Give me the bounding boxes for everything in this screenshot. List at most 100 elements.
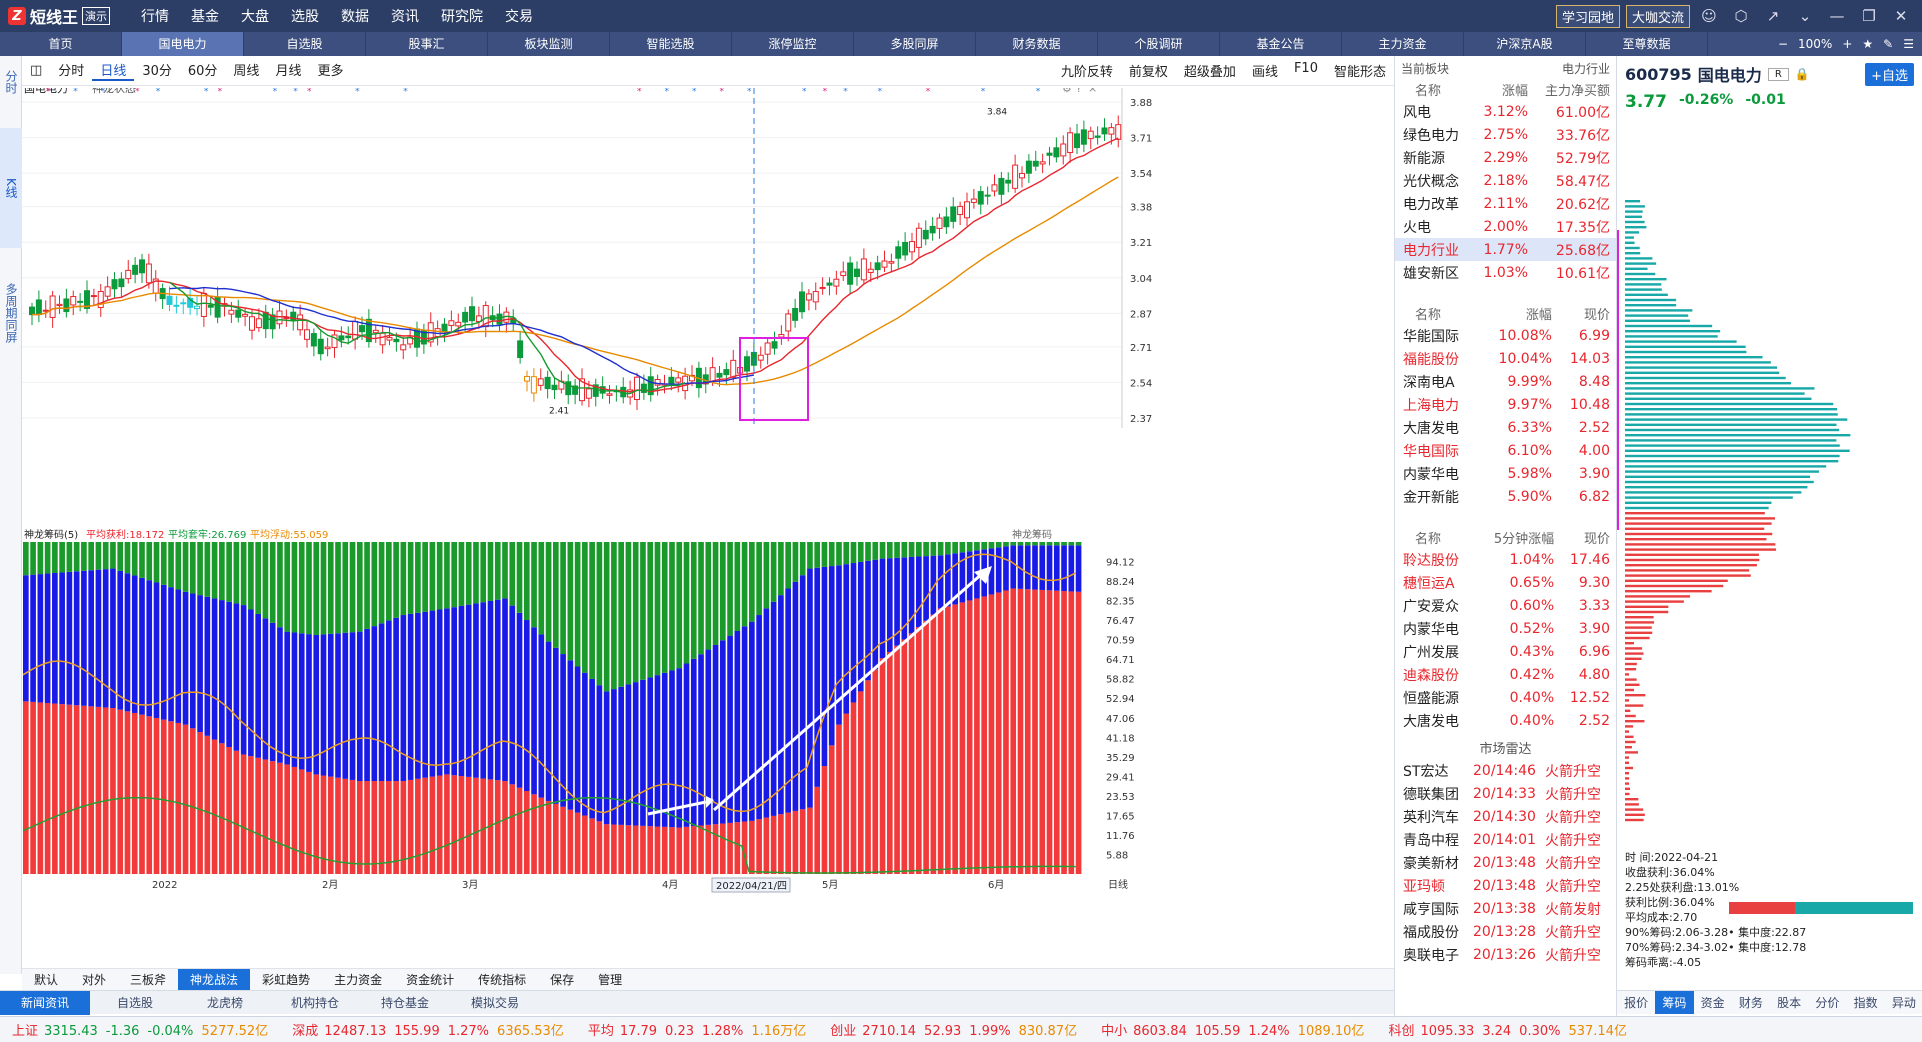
radar-row[interactable]: 豪美新材 20/13:48 火箭升空 (1395, 851, 1616, 874)
chart-tool-2[interactable]: 超级叠加 (1176, 61, 1244, 80)
minimize-icon[interactable]: — (1824, 7, 1850, 25)
nav-tab-13[interactable]: 至尊数据 (1586, 32, 1708, 56)
indicator-tab-2[interactable]: 三板斧 (118, 969, 178, 990)
menu-item-0[interactable]: 行情 (130, 6, 180, 26)
table-row[interactable]: 迪森股份 0.42% 4.80 (1395, 663, 1616, 686)
menu-icon[interactable]: ☰ (1903, 37, 1914, 51)
nav-tab-7[interactable]: 多股同屏 (854, 32, 976, 56)
star-icon[interactable]: ★ (1862, 37, 1873, 51)
close-icon[interactable]: × (1088, 88, 1097, 95)
user-icon[interactable]: ☺ (1696, 7, 1722, 25)
news-tab-2[interactable]: 龙虎榜 (180, 994, 270, 1011)
table-row[interactable]: 广安爱众 0.60% 3.33 (1395, 594, 1616, 617)
chip-indicator-chart[interactable]: 神龙筹码(5) 平均获利:18.172 平均套牢:26.769 平均浮动:55.059… (22, 528, 1394, 968)
table-row[interactable]: 电力改革 2.11% 20.62亿 (1395, 192, 1616, 215)
quote-tab-4[interactable]: 股本 (1770, 991, 1808, 1014)
quote-tab-1[interactable]: 筹码 (1655, 991, 1693, 1014)
help-icon[interactable]: ? (1076, 88, 1082, 95)
table-row[interactable]: 深南电A 9.99% 8.48 (1395, 370, 1616, 393)
menu-item-7[interactable]: 交易 (494, 6, 544, 26)
table-row[interactable]: 福能股份 10.04% 14.03 (1395, 347, 1616, 370)
chart-tool-0[interactable]: 九阶反转 (1053, 61, 1121, 80)
menu-item-2[interactable]: 大盘 (230, 6, 280, 26)
indicator-tab-7[interactable]: 传统指标 (466, 969, 538, 990)
table-row[interactable]: 新能源 2.29% 52.79亿 (1395, 146, 1616, 169)
kline-chart[interactable]: 国电电力 神龙状态 3.88 3.71 3.54 3.38 3.21 3.04 2.87 2.71… (22, 88, 1394, 528)
menu-item-4[interactable]: 数据 (330, 6, 380, 26)
nav-tab-0[interactable]: 首页 (0, 32, 122, 56)
news-tab-3[interactable]: 机构持仓 (270, 994, 360, 1011)
chart-tool-3[interactable]: 画线 (1244, 61, 1286, 80)
quote-tab-3[interactable]: 财务 (1732, 991, 1770, 1014)
table-row[interactable]: 广州发展 0.43% 6.96 (1395, 640, 1616, 663)
nav-tab-11[interactable]: 主力资金 (1342, 32, 1464, 56)
menu-item-3[interactable]: 选股 (280, 6, 330, 26)
nav-tab-2[interactable]: 自选股 (244, 32, 366, 56)
quote-tab-7[interactable]: 异动 (1885, 991, 1922, 1014)
table-row[interactable]: 内蒙华电 0.52% 3.90 (1395, 617, 1616, 640)
index-item[interactable]: 创业 2710.14 52.93 1.99% 830.87亿 (818, 1020, 1089, 1039)
table-row[interactable]: 恒盛能源 0.40% 12.52 (1395, 686, 1616, 709)
nav-tab-8[interactable]: 财务数据 (976, 32, 1098, 56)
indicator-tab-9[interactable]: 管理 (586, 969, 634, 990)
close-icon[interactable]: ✕ (1888, 7, 1914, 25)
news-tab-5[interactable]: 模拟交易 (450, 994, 540, 1011)
period-0[interactable]: 分时 (50, 60, 92, 81)
table-row[interactable]: 华电国际 6.10% 4.00 (1395, 439, 1616, 462)
zoom-in-icon[interactable]: + (1842, 37, 1852, 51)
restore-icon[interactable]: ❐ (1856, 7, 1882, 25)
chart-tool-5[interactable]: 智能形态 (1326, 61, 1394, 80)
layout-icon[interactable]: ◫ (22, 63, 50, 78)
table-row[interactable]: 华能国际 10.08% 6.99 (1395, 324, 1616, 347)
nav-tab-1[interactable]: 国电电力 (122, 32, 244, 56)
indicator-tab-5[interactable]: 主力资金 (322, 969, 394, 990)
index-item[interactable]: 平均 17.79 0.23 1.28% 1.16万亿 (576, 1020, 818, 1039)
radar-row[interactable]: 奥联电子 20/13:26 火箭升空 (1395, 943, 1616, 966)
menu-item-1[interactable]: 基金 (180, 6, 230, 26)
table-row[interactable]: 电力行业 1.77% 25.68亿 (1395, 238, 1616, 261)
table-row[interactable]: 穗恒运A 0.65% 9.30 (1395, 571, 1616, 594)
add-watchlist-button[interactable]: +自选 (1865, 63, 1914, 86)
index-item[interactable]: 科创 1095.33 3.24 0.30% 537.14亿 (1376, 1020, 1639, 1039)
index-item[interactable]: 上证 3315.43 -1.36 -0.04% 5277.52亿 (0, 1020, 280, 1039)
chevron-down-icon[interactable]: ⌄ (1792, 7, 1818, 25)
indicator-tab-3[interactable]: 神龙战法 (178, 969, 250, 990)
quote-tab-5[interactable]: 分价 (1808, 991, 1846, 1014)
radar-row[interactable]: 福成股份 20/13:28 火箭升空 (1395, 920, 1616, 943)
quote-tab-0[interactable]: 报价 (1617, 991, 1655, 1014)
indicator-tab-4[interactable]: 彩虹趋势 (250, 969, 322, 990)
indicator-tab-1[interactable]: 对外 (70, 969, 118, 990)
table-row[interactable]: 雄安新区 1.03% 10.61亿 (1395, 261, 1616, 284)
radar-row[interactable]: 咸亨国际 20/13:38 火箭发射 (1395, 897, 1616, 920)
view-intraday[interactable]: 分时 (0, 56, 22, 108)
settings-icon[interactable]: ⬡ (1728, 7, 1754, 25)
table-row[interactable]: 聆达股份 1.04% 17.46 (1395, 548, 1616, 571)
table-row[interactable]: 绿色电力 2.75% 33.76亿 (1395, 123, 1616, 146)
lock-icon[interactable]: 🔒 (1795, 67, 1810, 81)
pin-icon[interactable]: ↗ (1760, 7, 1786, 25)
nav-tab-12[interactable]: 沪深京A股 (1464, 32, 1586, 56)
period-5[interactable]: 月线 (267, 60, 309, 81)
chart-tool-1[interactable]: 前复权 (1121, 61, 1176, 80)
table-row[interactable]: 风电 3.12% 61.00亿 (1395, 100, 1616, 123)
table-row[interactable]: 大唐发电 6.33% 2.52 (1395, 416, 1616, 439)
nav-tab-9[interactable]: 个股调研 (1098, 32, 1220, 56)
index-item[interactable]: 中小 8603.84 105.59 1.24% 1089.10亿 (1089, 1020, 1376, 1039)
period-1[interactable]: 日线 (92, 60, 134, 81)
indicator-tab-8[interactable]: 保存 (538, 969, 586, 990)
settings-icon[interactable]: ⚙ (1062, 88, 1072, 95)
menu-item-5[interactable]: 资讯 (380, 6, 430, 26)
nav-tab-4[interactable]: 板块监测 (488, 32, 610, 56)
study-button[interactable]: 学习园地 (1556, 5, 1620, 28)
pen-icon[interactable]: ✎ (1883, 37, 1893, 51)
radar-row[interactable]: 英利汽车 20/14:30 火箭升空 (1395, 805, 1616, 828)
index-item[interactable]: 深成 12487.13 155.99 1.27% 6365.53亿 (280, 1020, 576, 1039)
table-row[interactable]: 上海电力 9.97% 10.48 (1395, 393, 1616, 416)
table-row[interactable]: 大唐发电 0.40% 2.52 (1395, 709, 1616, 732)
zoom-out-icon[interactable]: − (1778, 37, 1788, 51)
period-3[interactable]: 60分 (180, 60, 226, 81)
table-row[interactable]: 火电 2.00% 17.35亿 (1395, 215, 1616, 238)
radar-row[interactable]: 德联集团 20/14:33 火箭升空 (1395, 782, 1616, 805)
nav-tab-5[interactable]: 智能选股 (610, 32, 732, 56)
table-row[interactable]: 金开新能 5.90% 6.82 (1395, 485, 1616, 508)
